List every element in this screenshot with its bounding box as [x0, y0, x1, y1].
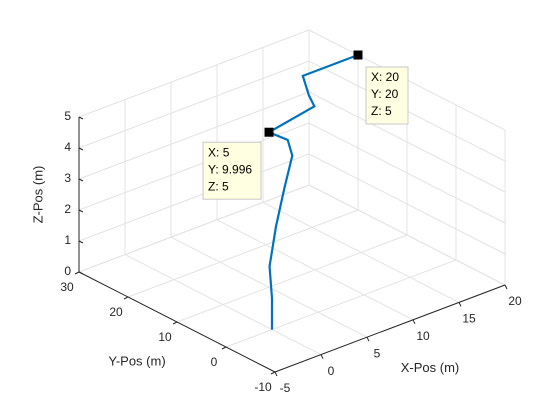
x-tick-label: 5 — [374, 346, 381, 360]
datatip-marker — [264, 127, 274, 137]
grid-line — [78, 184, 310, 273]
y-tick — [123, 296, 129, 300]
grid-line — [308, 184, 506, 286]
z-tick — [78, 209, 84, 213]
z-axis-label: Z-Pos (m) — [30, 166, 45, 224]
datatip-text: Z: 5 — [208, 179, 229, 193]
y-axis-label: Y-Pos (m) — [108, 353, 165, 368]
datatip-text: Z: 5 — [371, 104, 392, 118]
datatip-text: Y: 9.996 — [208, 162, 252, 176]
x-tick-label: 0 — [328, 364, 335, 378]
datatip-text: X: 5 — [208, 145, 230, 159]
x-tick — [458, 302, 462, 307]
datatip-marker — [353, 50, 363, 60]
plot-layer — [266, 53, 359, 330]
grid-line — [78, 60, 310, 149]
z-tick-label: 1 — [64, 233, 71, 247]
y-tick — [74, 271, 80, 275]
grid-line — [78, 122, 310, 211]
grid-line — [127, 209, 359, 298]
x-tick-label: -5 — [280, 381, 291, 395]
x-tick — [504, 284, 508, 290]
grid-line — [308, 122, 506, 224]
z-tick-label: 5 — [64, 109, 71, 123]
y-tick-label: 10 — [158, 330, 172, 344]
datatip-layer: X: 5 Y: 9.996 Z: 5 X: 20 Y: 20 Z: 5 — [202, 50, 409, 200]
y-tick-label: 20 — [109, 305, 123, 319]
z-tick-label: 3 — [64, 171, 71, 185]
grid-line — [308, 153, 506, 255]
line-3d — [266, 53, 359, 330]
grid-line — [78, 153, 310, 242]
x-axis-label: X-Pos (m) — [401, 360, 460, 375]
grid-line — [308, 91, 506, 193]
datatip-box — [202, 141, 262, 200]
z-tick-label: 0 — [64, 264, 71, 278]
y-tick-label: 0 — [211, 355, 218, 369]
x-axis-line — [274, 284, 506, 373]
grid-line — [176, 234, 408, 323]
y-tick — [172, 321, 178, 325]
z-tick — [78, 147, 84, 151]
datatip-box — [365, 66, 409, 125]
x-tick-label: 20 — [508, 294, 522, 308]
grid-layer — [78, 29, 506, 373]
z-tick-label: 2 — [64, 202, 71, 216]
datatip-text: X: 20 — [371, 70, 399, 84]
axes-layer: -5 0 5 10 15 20 -10 0 10 20 30 0 1 2 3 4 5 X-Pos (m) Y-Pos… — [30, 109, 522, 395]
z-tick-label: 4 — [64, 140, 71, 154]
z-tick — [78, 240, 84, 244]
grid-line — [225, 259, 457, 348]
grid-line — [78, 91, 310, 180]
z-tick — [78, 116, 84, 120]
datatip-text: Y: 20 — [371, 87, 399, 101]
y-tick-label: 30 — [60, 280, 74, 294]
x-tick — [366, 336, 370, 342]
x-tick — [412, 319, 416, 325]
x-tick — [320, 354, 324, 359]
x-tick-label: 10 — [416, 329, 430, 343]
x-tick — [274, 371, 278, 377]
y-tick — [221, 346, 227, 350]
y-tick — [270, 371, 276, 375]
x-tick-label: 15 — [462, 312, 476, 326]
z-tick — [78, 178, 84, 182]
z-tick — [78, 271, 84, 275]
grid-line — [78, 29, 310, 118]
y-tick-label: -10 — [254, 380, 272, 394]
